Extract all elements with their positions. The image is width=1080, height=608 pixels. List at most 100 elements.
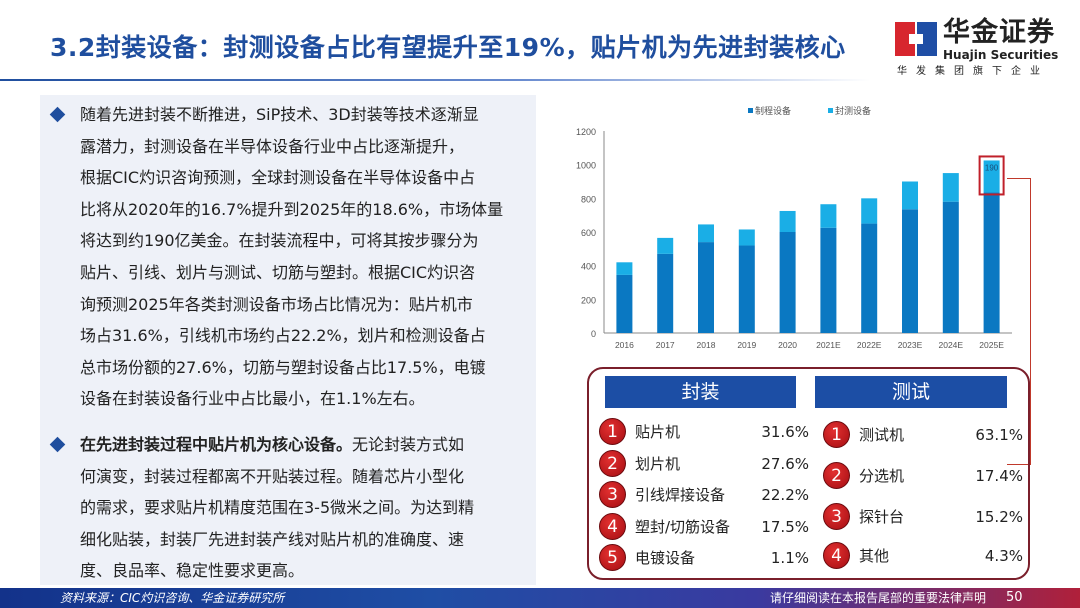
testing-row: 4 其他 4.3% [823, 542, 1023, 569]
packaging-header: 封装 [605, 376, 796, 408]
text-line: 露潜力，封测设备在半导体设备行业中占比逐渐提升， [80, 136, 465, 156]
number-badge-icon: 3 [823, 503, 850, 530]
bar-test-2017 [657, 237, 674, 254]
text-line: 场占31.6%，引线机市场约占22.2%，划片和检测设备占 [80, 326, 486, 346]
text-line: 随着先进封装不断推进，SiP技术、3D封装等技术逐渐显 [80, 105, 479, 124]
item-value: 17.4% [975, 467, 1023, 485]
item-label: 其他 [859, 547, 890, 565]
text-line: 度、良品率、稳定性要求更高。 [80, 561, 305, 581]
title-divider [0, 79, 870, 81]
bar-test-2022E [861, 198, 878, 224]
bar-process-2020 [779, 232, 796, 333]
number-badge-icon: 2 [823, 462, 850, 489]
bullet-paragraph-2: 在先进封装过程中贴片机为核心设备。无论封装方式如 何演变，封装过程都离不开贴装过… [49, 429, 530, 587]
text-line: 设备在封装设备行业中占比最小，在1.1%左右。 [80, 389, 425, 409]
testing-row: 3 探针台 15.2% [823, 503, 1023, 530]
y-tick-label: 400 [581, 262, 596, 272]
bar-process-2016 [616, 274, 633, 333]
packaging-row: 1 贴片机 31.6% [599, 418, 809, 445]
item-value: 4.3% [984, 547, 1023, 565]
legend-swatch [828, 108, 833, 113]
packaging-row: 5 电镀设备 1.1% [599, 544, 809, 571]
item-label: 塑封/切筋设备 [635, 518, 731, 536]
item-label: 引线焊接设备 [635, 486, 726, 504]
bar-test-2018 [698, 224, 714, 243]
packaging-row: 4 塑封/切筋设备 17.5% [599, 513, 809, 540]
bullet-paragraph-1: 随着先进封装不断推进，SiP技术、3D封装等技术逐渐显 露潜力，封测设备在半导体设… [49, 99, 530, 415]
x-tick-label: 2021E [816, 340, 841, 350]
y-tick-label: 200 [581, 295, 596, 305]
item-label: 贴片机 [635, 423, 681, 441]
footer-bar: 资料来源：CIC灼识咨询、华金证券研究所 请仔细阅读在本报告尾部的重要法律声明 … [0, 588, 1080, 608]
number-badge-icon: 3 [599, 481, 626, 508]
number-badge-icon: 2 [599, 450, 626, 477]
bullet-bold-lead: 在先进封装过程中贴片机为核心设备。 [80, 435, 353, 454]
bar-process-2019 [738, 245, 755, 333]
y-tick-label: 1000 [576, 161, 596, 171]
logo-en-text: Huajin Securities [943, 48, 1059, 62]
packaging-row: 3 引线焊接设备 22.2% [599, 481, 809, 508]
item-label: 电镀设备 [635, 549, 696, 567]
bar-process-2022E [861, 223, 878, 333]
page-title: 3.2封装设备：封测设备占比有望提升至19%，贴片机为先进封装核心 [50, 33, 846, 62]
legend-swatch [748, 108, 753, 113]
x-tick-label: 2024E [939, 340, 964, 350]
bar-process-2025E [983, 192, 1000, 333]
equipment-share-panel: 封装 测试 1 贴片机 31.6% 2 划片机 27.6% 3 引线焊接设备 22.2% 4 塑封/… [587, 367, 1030, 580]
text-line: 贴片、引线、划片与测试、切筋与塑封。根据CIC灼识咨 [80, 262, 476, 282]
logo-cn-text: 华金证券 [943, 17, 1055, 48]
x-tick-label: 2025E [979, 340, 1004, 350]
source-note: 资料来源：CIC灼识咨询、华金证券研究所 [60, 591, 285, 605]
testing-row: 2 分选机 17.4% [823, 462, 1023, 489]
text-line: 将达到约190亿美金。在封装流程中，可将其按步骤分为 [80, 231, 479, 251]
item-value: 1.1% [770, 549, 809, 567]
stacked-bar-chart: 0 200 400 600 800 1000 1200 2016 2017 2018 2019 202… [576, 105, 1012, 350]
testing-header: 测试 [815, 376, 1007, 408]
number-badge-icon: 1 [599, 418, 626, 445]
item-value: 17.5% [761, 518, 809, 536]
text-line: 总市场份额的27.6%，切筋与塑封设备占比17.5%，电镀 [80, 357, 486, 377]
callout-connector-line [1007, 178, 1031, 465]
highlight-box [978, 155, 1005, 196]
text-panel: 随着先进封装不断推进，SiP技术、3D封装等技术逐渐显 露潜力，封测设备在半导体设… [40, 95, 536, 585]
item-value: 63.1% [975, 426, 1023, 444]
item-label: 测试机 [859, 426, 905, 444]
company-logo: 华金证券 Huajin Securities 华发集团旗下企业 [895, 17, 1065, 82]
item-value: 22.2% [761, 486, 809, 504]
number-badge-icon: 4 [823, 542, 850, 569]
number-badge-icon: 5 [599, 544, 626, 571]
text-line: 询预测2025年各类封测设备市场占比情况为：贴片机市 [80, 294, 473, 314]
x-tick-label: 2023E [898, 340, 923, 350]
legend-label: 制程设备 [755, 105, 791, 116]
text-line: 何演变，封装过程都离不开贴装过程。随着芯片小型化 [80, 466, 465, 486]
diamond-bullet-icon [49, 436, 66, 453]
bar-process-2023E [902, 209, 918, 333]
item-value: 27.6% [761, 455, 809, 473]
y-tick-label: 800 [581, 194, 596, 204]
y-tick-label: 600 [581, 228, 596, 238]
bar-process-2021E [820, 227, 837, 333]
y-tick-label: 0 [591, 329, 596, 339]
logo-mark-icon [895, 22, 937, 56]
item-label: 探针台 [859, 508, 905, 526]
x-tick-label: 2022E [857, 340, 882, 350]
x-tick-label: 2018 [697, 340, 716, 350]
bar-test-2021E [820, 204, 837, 228]
item-value: 15.2% [975, 508, 1023, 526]
bar-test-2016 [616, 262, 633, 275]
data-label: 190 [985, 164, 999, 173]
text-line: 的需求，要求贴片机精度范围在3-5微米之间。为达到精 [80, 498, 475, 518]
x-tick-label: 2017 [656, 340, 675, 350]
x-tick-label: 2019 [737, 340, 756, 350]
x-tick-label: 2020 [778, 340, 797, 350]
bar-process-2024E [942, 201, 959, 333]
bar-test-2019 [738, 229, 755, 246]
diamond-bullet-icon [49, 106, 66, 123]
text-line: 无论封装方式如 [352, 435, 465, 454]
bar-test-2020 [779, 210, 796, 232]
packaging-row: 2 划片机 27.6% [599, 450, 809, 477]
bar-test-2024E [942, 173, 959, 202]
testing-row: 1 测试机 63.1% [823, 421, 1023, 448]
legal-disclaimer: 请仔细阅读在本报告尾部的重要法律声明 [770, 591, 987, 605]
bar-test-2023E [902, 181, 918, 210]
